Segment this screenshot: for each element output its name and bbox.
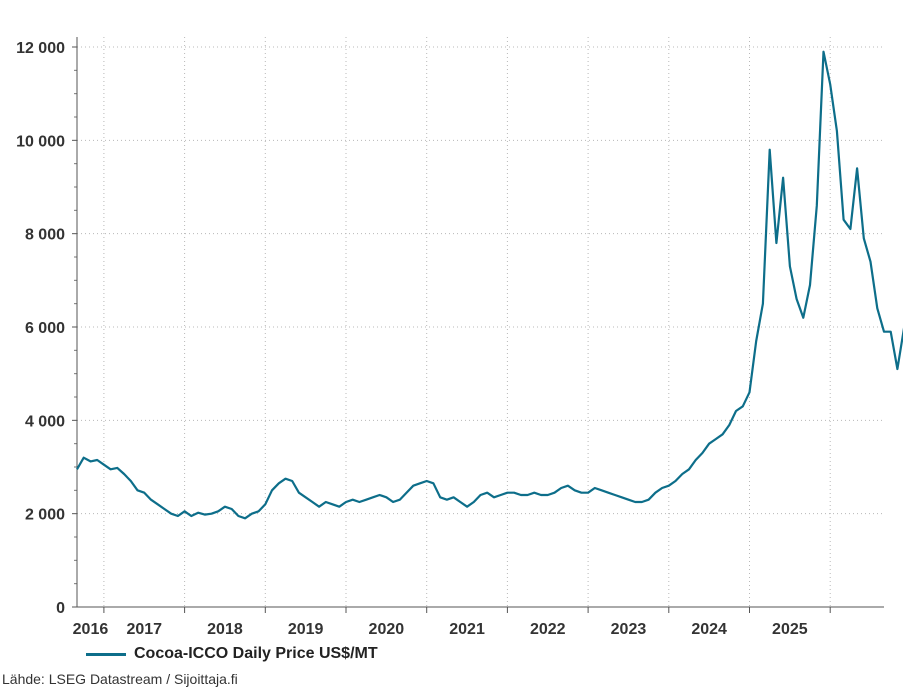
x-tick-label: 2020	[369, 621, 405, 638]
y-tick-label: 10 000	[16, 133, 65, 150]
source-note: Lähde: LSEG Datastream / Sijoittaja.fi	[2, 671, 238, 687]
x-tick-label: 2019	[288, 621, 324, 638]
axes	[72, 37, 884, 613]
x-tick-label: 2021	[449, 621, 485, 638]
y-tick-label: 6 000	[25, 320, 65, 337]
x-tick-label: 2017	[126, 621, 162, 638]
legend: Cocoa-ICCO Daily Price US$/MT	[86, 645, 378, 663]
y-tick-label: 0	[56, 600, 65, 617]
x-tick-label: 2016	[73, 621, 109, 638]
x-axis-tick-labels: 2016 2017 2018 2019 2020 2021 2022 2023 2024 2025	[73, 621, 808, 638]
y-tick-label: 2 000	[25, 507, 65, 524]
y-axis-tick-labels: 0 2 000 4 000 6 000 8 000 10 000 12 000	[16, 40, 65, 617]
x-tick-label: 2024	[691, 621, 727, 638]
y-tick-label: 8 000	[25, 227, 65, 244]
series-layer	[76, 50, 903, 520]
series-line	[76, 50, 903, 520]
x-tick-label: 2025	[772, 621, 808, 638]
y-tick-label: 4 000	[25, 413, 65, 430]
legend-swatch	[86, 652, 126, 656]
x-tick-label: 2022	[530, 621, 566, 638]
x-tick-label: 2018	[207, 621, 243, 638]
gridlines	[77, 37, 884, 607]
legend-label: Cocoa-ICCO Daily Price US$/MT	[134, 645, 378, 662]
y-tick-label: 12 000	[16, 40, 65, 57]
x-tick-label: 2023	[611, 621, 647, 638]
